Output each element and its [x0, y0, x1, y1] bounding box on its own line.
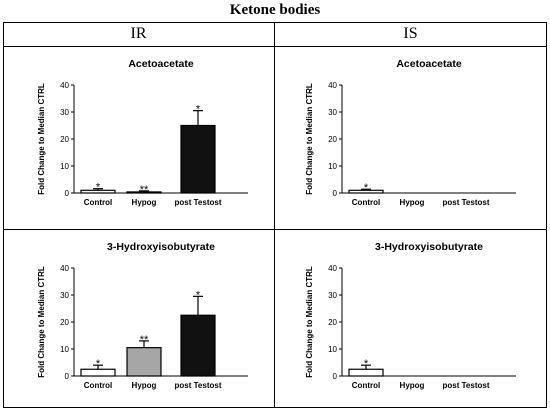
significance-label: * — [96, 182, 101, 194]
x-tick-label: Control — [352, 381, 380, 390]
chart-title: Acetoacetate — [396, 58, 462, 70]
y-tick-label: 0 — [333, 372, 338, 381]
bar — [180, 124, 216, 194]
x-tick-label: Control — [84, 381, 112, 390]
x-tick-label: Control — [84, 198, 112, 207]
chart-title: Acetoacetate — [128, 58, 194, 70]
chart-panel-is-acetoacetate: Acetoacetate Fold Change to Median CTRL 0 1… — [298, 55, 518, 225]
y-axis-label: Fold Change to Median CTRL — [37, 266, 46, 378]
bar — [180, 314, 216, 377]
y-tick-label: 30 — [60, 108, 69, 117]
column-header-ir: IR — [130, 25, 147, 42]
x-tick-label: Hypog — [132, 198, 157, 207]
chart-is-hydroxyisobutyrate: 3-Hydroxyisobutyrate Fold Change to Media… — [305, 241, 516, 390]
chart-title: 3-Hydroxyisobutyrate — [375, 241, 483, 253]
significance-label: ** — [140, 184, 149, 196]
y-tick-label: 20 — [328, 135, 337, 144]
chart-ir-acetoacetate: Acetoacetate Fold Change to Median CTRL 0 1… — [37, 58, 248, 207]
y-tick-label: 0 — [65, 372, 70, 381]
bar — [80, 368, 116, 377]
significance-label: ** — [140, 334, 149, 346]
y-axis-label: Fold Change to Median CTRL — [37, 83, 46, 195]
y-tick-label: 30 — [328, 108, 337, 117]
panel-grid — [3, 22, 547, 408]
y-tick-label: 0 — [65, 189, 70, 198]
x-tick-label: post Testost — [443, 198, 490, 207]
x-tick-label: Control — [352, 198, 380, 207]
y-axis-label: Fold Change to Median CTRL — [305, 83, 314, 195]
y-tick-label: 10 — [60, 345, 69, 354]
x-tick-label: Hypog — [400, 381, 425, 390]
chart-title: 3-Hydroxyisobutyrate — [107, 241, 215, 253]
chart-is-acetoacetate: Acetoacetate Fold Change to Median CTRL 0 1… — [305, 58, 516, 207]
y-tick-label: 40 — [328, 264, 337, 273]
chart-panel-ir-acetoacetate: Acetoacetate Fold Change to Median CTRL 0 1… — [30, 55, 250, 225]
bar — [126, 347, 162, 377]
row-divider — [3, 229, 547, 230]
chart-panel-is-hydroxyisobutyrate: 3-Hydroxyisobutyrate Fold Change to Media… — [298, 238, 518, 408]
y-tick-label: 40 — [60, 81, 69, 90]
y-tick-label: 40 — [60, 264, 69, 273]
x-tick-label: post Testost — [443, 381, 490, 390]
y-tick-label: 30 — [60, 291, 69, 300]
y-axis-label: Fold Change to Median CTRL — [305, 266, 314, 378]
figure-title: Ketone bodies — [229, 2, 321, 18]
significance-label: * — [364, 358, 369, 370]
y-tick-label: 30 — [328, 291, 337, 300]
x-tick-label: post Testost — [175, 381, 222, 390]
y-tick-label: 10 — [60, 162, 69, 171]
header-divider — [3, 46, 547, 47]
y-tick-label: 0 — [333, 189, 338, 198]
x-tick-label: post Testost — [175, 198, 222, 207]
y-tick-label: 40 — [328, 81, 337, 90]
y-tick-label: 10 — [328, 345, 337, 354]
column-header-is: IS — [403, 25, 418, 42]
y-tick-label: 10 — [328, 162, 337, 171]
x-tick-label: Hypog — [400, 198, 425, 207]
x-tick-label: Hypog — [132, 381, 157, 390]
y-tick-label: 20 — [60, 135, 69, 144]
significance-label: * — [196, 289, 201, 301]
significance-label: * — [364, 182, 369, 194]
column-divider — [274, 22, 275, 408]
significance-label: * — [196, 104, 201, 116]
y-tick-label: 20 — [328, 318, 337, 327]
chart-panel-ir-hydroxyisobutyrate: 3-Hydroxyisobutyrate Fold Change to Media… — [30, 238, 250, 408]
bar — [348, 368, 384, 377]
y-tick-label: 20 — [60, 318, 69, 327]
significance-label: * — [96, 358, 101, 370]
chart-ir-hydroxyisobutyrate: 3-Hydroxyisobutyrate Fold Change to Media… — [37, 241, 248, 390]
